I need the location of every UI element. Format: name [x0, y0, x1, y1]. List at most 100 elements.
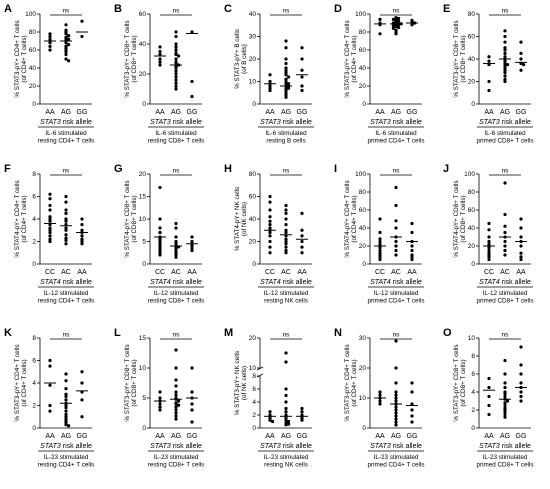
y-axis-label: % STAT4-pY+ CD8+ T cells(of CD8+ T cells… [124, 180, 138, 257]
y-axis-label: % STAT4-pY+ CD4+ T cells(of CD4+ T cells… [344, 180, 358, 257]
y-tick-label: 40 [468, 56, 476, 63]
data-point [268, 84, 272, 88]
y-axis-label-line: % STAT3-pY+ CD8+ T cells [124, 344, 131, 421]
data-point [174, 239, 178, 244]
panel-letter: E [443, 3, 450, 15]
data-point [268, 194, 272, 199]
y-tick-label: 0 [142, 425, 146, 432]
data-point [378, 255, 382, 259]
data-point [378, 239, 382, 244]
category-label: AC [391, 269, 401, 276]
data-point [503, 253, 507, 257]
data-point [391, 17, 395, 21]
significance-label: ns [283, 8, 291, 15]
data-point [487, 88, 491, 93]
category-label: AA [375, 433, 385, 440]
y-tick-label: 20 [139, 71, 147, 78]
data-point [378, 402, 382, 406]
data-point [284, 393, 288, 398]
data-point [80, 19, 84, 23]
data-point [506, 63, 510, 67]
data-point [64, 219, 68, 223]
y-tick-label: 0 [362, 101, 366, 108]
data-point [519, 68, 523, 72]
significance-label: ns [173, 332, 181, 339]
y-tick-label: 10 [139, 365, 147, 372]
y-tick-label: 20 [359, 243, 367, 250]
data-point [410, 221, 414, 226]
data-point [174, 405, 178, 409]
data-point [487, 385, 491, 390]
data-point [284, 217, 288, 221]
data-point [378, 217, 382, 221]
data-point [394, 393, 398, 397]
data-point [64, 423, 68, 427]
y-tick-label: 15 [139, 335, 147, 342]
panel-letter: O [443, 327, 452, 339]
data-point [287, 419, 291, 424]
data-point [284, 387, 288, 391]
data-point [190, 402, 194, 406]
category-label: AA [375, 109, 385, 116]
data-point [190, 244, 194, 248]
data-point [503, 372, 507, 376]
data-point [190, 94, 194, 99]
category-label: AG [171, 109, 181, 116]
data-point [503, 74, 507, 78]
data-point [271, 419, 275, 424]
y-tick-label: 8 [32, 171, 36, 178]
data-point [503, 66, 507, 70]
data-point [67, 424, 71, 428]
data-point [284, 251, 288, 255]
data-point [503, 34, 507, 39]
data-point [158, 390, 162, 394]
panel-subtitle: IL-6 stimulated [45, 130, 87, 137]
panel-subtitle: resting CD4+ T cells [38, 298, 95, 305]
data-point [410, 244, 414, 248]
y-axis-label-line: (of CD8+ T cells) [131, 195, 138, 242]
data-point [284, 360, 288, 364]
x-axis-title: STAT3 risk allele [150, 119, 202, 126]
data-point [67, 37, 71, 41]
data-point [158, 63, 162, 67]
data-point [48, 228, 52, 232]
y-axis-label: % STAT3-pY+ CD8+ T cells(of CD8+ T cells… [124, 20, 138, 97]
data-point [394, 411, 398, 415]
data-point [410, 255, 414, 259]
y-axis-label: % STAT3-pY+ CD4+ T cells(of CD4+ T cells… [14, 344, 28, 421]
data-point [64, 398, 68, 402]
data-point [284, 228, 288, 232]
x-axis-title-rest: risk allele [61, 279, 92, 286]
panel-j: J 0 20 40 60 80 100 % STAT4-pY+ CD8+ T cells(of… [443, 163, 534, 305]
data-point [487, 221, 491, 226]
data-point [268, 226, 272, 230]
data-point [48, 215, 52, 219]
data-point [519, 363, 523, 367]
y-axis-label-line: (of CD8+ T cells) [131, 359, 138, 406]
category-label: GG [77, 109, 88, 116]
data-point [410, 420, 414, 424]
data-point [300, 251, 304, 255]
y-tick-label: 100 [25, 11, 36, 18]
data-point [64, 379, 68, 383]
data-point [503, 239, 507, 244]
data-point [391, 26, 395, 30]
data-point [64, 52, 68, 57]
data-point [64, 200, 68, 204]
data-point [410, 23, 414, 27]
category-label: GG [407, 109, 418, 116]
significance-label: ns [63, 168, 71, 175]
data-point [64, 226, 68, 230]
category-label: AG [61, 433, 71, 440]
data-point [503, 46, 507, 50]
data-point [190, 408, 194, 412]
data-point [64, 194, 68, 199]
y-tick-label: 0 [362, 261, 366, 268]
data-point [268, 245, 272, 249]
panel-letter: G [114, 163, 123, 175]
data-point [177, 403, 181, 407]
y-tick-label: 80 [249, 171, 257, 178]
